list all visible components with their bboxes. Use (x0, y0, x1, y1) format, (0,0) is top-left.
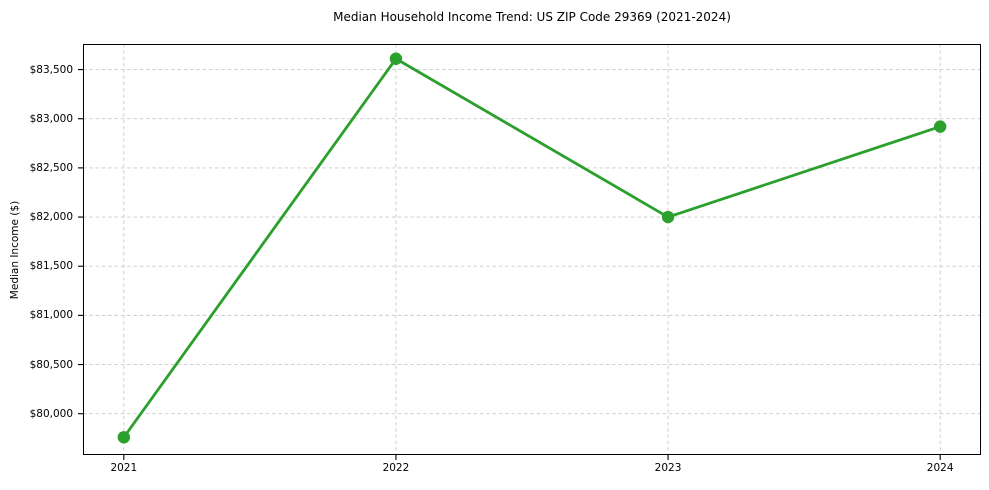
x-tick-label: 2022 (382, 462, 410, 474)
x-tick-label: 2023 (654, 462, 682, 474)
y-tick-label: $82,000 (29, 211, 73, 224)
y-tick-label: $82,500 (29, 161, 73, 174)
data-point-marker (933, 120, 947, 133)
income-trend-line (122, 57, 942, 439)
data-point-marker (661, 210, 675, 224)
chart-title: Median Household Income Trend: US ZIP Co… (333, 10, 731, 24)
line-chart-svg (78, 44, 981, 460)
data-point-marker (117, 431, 131, 444)
x-tick-label: 2021 (110, 462, 138, 474)
y-tick-label: $83,000 (29, 112, 73, 125)
plot-frame (83, 44, 981, 455)
y-tick-label: $83,500 (29, 63, 73, 76)
y-tick-label: $81,000 (29, 309, 73, 322)
y-tick-label: $80,000 (29, 407, 73, 420)
x-tick-label: 2024 (926, 462, 954, 474)
plot-area (78, 44, 981, 460)
y-tick-label: $80,500 (29, 358, 73, 371)
y-axis-label: Median Income ($) (9, 200, 21, 300)
y-tick-label: $81,500 (29, 260, 73, 273)
data-point-marker (389, 52, 403, 65)
